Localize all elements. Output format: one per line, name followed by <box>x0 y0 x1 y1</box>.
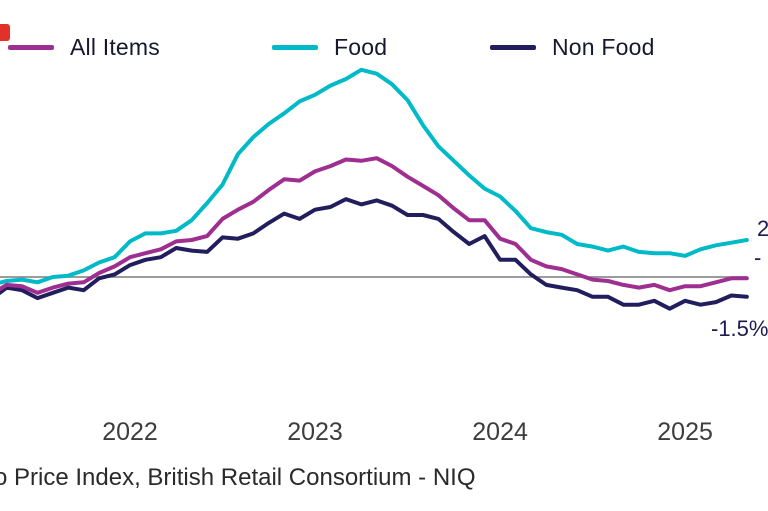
series-line-non-food <box>0 197 749 311</box>
all-items-end-label-fragment: - <box>754 245 762 270</box>
legend-label-non-food: Non Food <box>552 33 655 60</box>
cropped-red-mark <box>0 24 10 41</box>
legend-swatch-all-items-icon <box>8 44 54 50</box>
legend-swatch-food-icon <box>272 44 318 50</box>
x-tick-label-2025: 2025 <box>657 418 713 446</box>
series-line-food <box>0 67 749 285</box>
legend-label-all-items: All Items <box>70 33 160 60</box>
legend-item-non-food: Non Food <box>490 33 655 61</box>
legend-item-all-items: All Items <box>8 33 160 61</box>
x-tick-label-2024: 2024 <box>472 418 528 446</box>
non-food-end-label: -1.5% <box>711 316 768 341</box>
x-tick-label-2023: 2023 <box>287 418 343 446</box>
series-line-all-items <box>0 156 749 295</box>
x-tick-label-2022: 2022 <box>102 418 158 446</box>
legend-item-food: Food <box>272 33 387 61</box>
legend-label-food: Food <box>334 33 388 60</box>
food-end-label-fragment: 2 <box>757 216 768 241</box>
source-caption: o Price Index, British Retail Consortium… <box>0 464 476 491</box>
legend-swatch-non-food-icon <box>490 44 536 50</box>
